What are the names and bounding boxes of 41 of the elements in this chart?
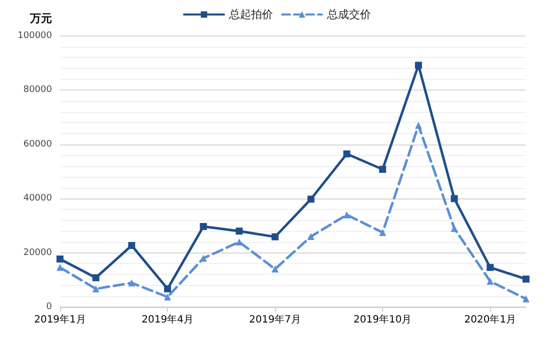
- y-tick-label: 20000: [23, 248, 52, 258]
- point: [272, 266, 279, 273]
- y-tick-label: 100000: [18, 31, 52, 41]
- point: [379, 166, 386, 173]
- point: [486, 264, 494, 271]
- point: [236, 228, 243, 235]
- point: [200, 223, 207, 230]
- point: [522, 276, 530, 283]
- y-tick-label: 40000: [23, 194, 52, 204]
- point: [164, 285, 172, 292]
- point: [343, 211, 350, 218]
- x-tick-label: 2019年1月: [34, 314, 86, 326]
- point: [128, 242, 136, 249]
- point: [450, 195, 458, 202]
- legend-label: 总起拍价: [228, 8, 273, 21]
- y-tick-label: 60000: [23, 139, 52, 150]
- point: [307, 196, 314, 203]
- point: [414, 122, 422, 129]
- point: [414, 62, 422, 69]
- point: [450, 224, 458, 232]
- point: [128, 279, 136, 286]
- x-tick-label: 2019年7月: [249, 314, 301, 326]
- y-tick-label: 0: [46, 302, 52, 312]
- point: [522, 295, 530, 302]
- point: [164, 293, 172, 300]
- x-tick-label: 2020年1月: [464, 314, 516, 326]
- point: [307, 233, 314, 240]
- x-tick-label: 2019年4月: [142, 314, 194, 326]
- point: [236, 238, 243, 246]
- point: [272, 233, 279, 240]
- point: [379, 228, 386, 236]
- y-axis-title: 万元: [29, 12, 52, 25]
- point: [92, 285, 100, 292]
- point: [56, 256, 64, 263]
- point: [343, 150, 350, 158]
- point: [486, 278, 494, 285]
- legend-label: 总成交价: [326, 8, 371, 21]
- point: [92, 274, 100, 282]
- point: [56, 264, 64, 271]
- x-tick-label: 2019年10月: [354, 314, 412, 326]
- y-tick-label: 80000: [23, 85, 52, 96]
